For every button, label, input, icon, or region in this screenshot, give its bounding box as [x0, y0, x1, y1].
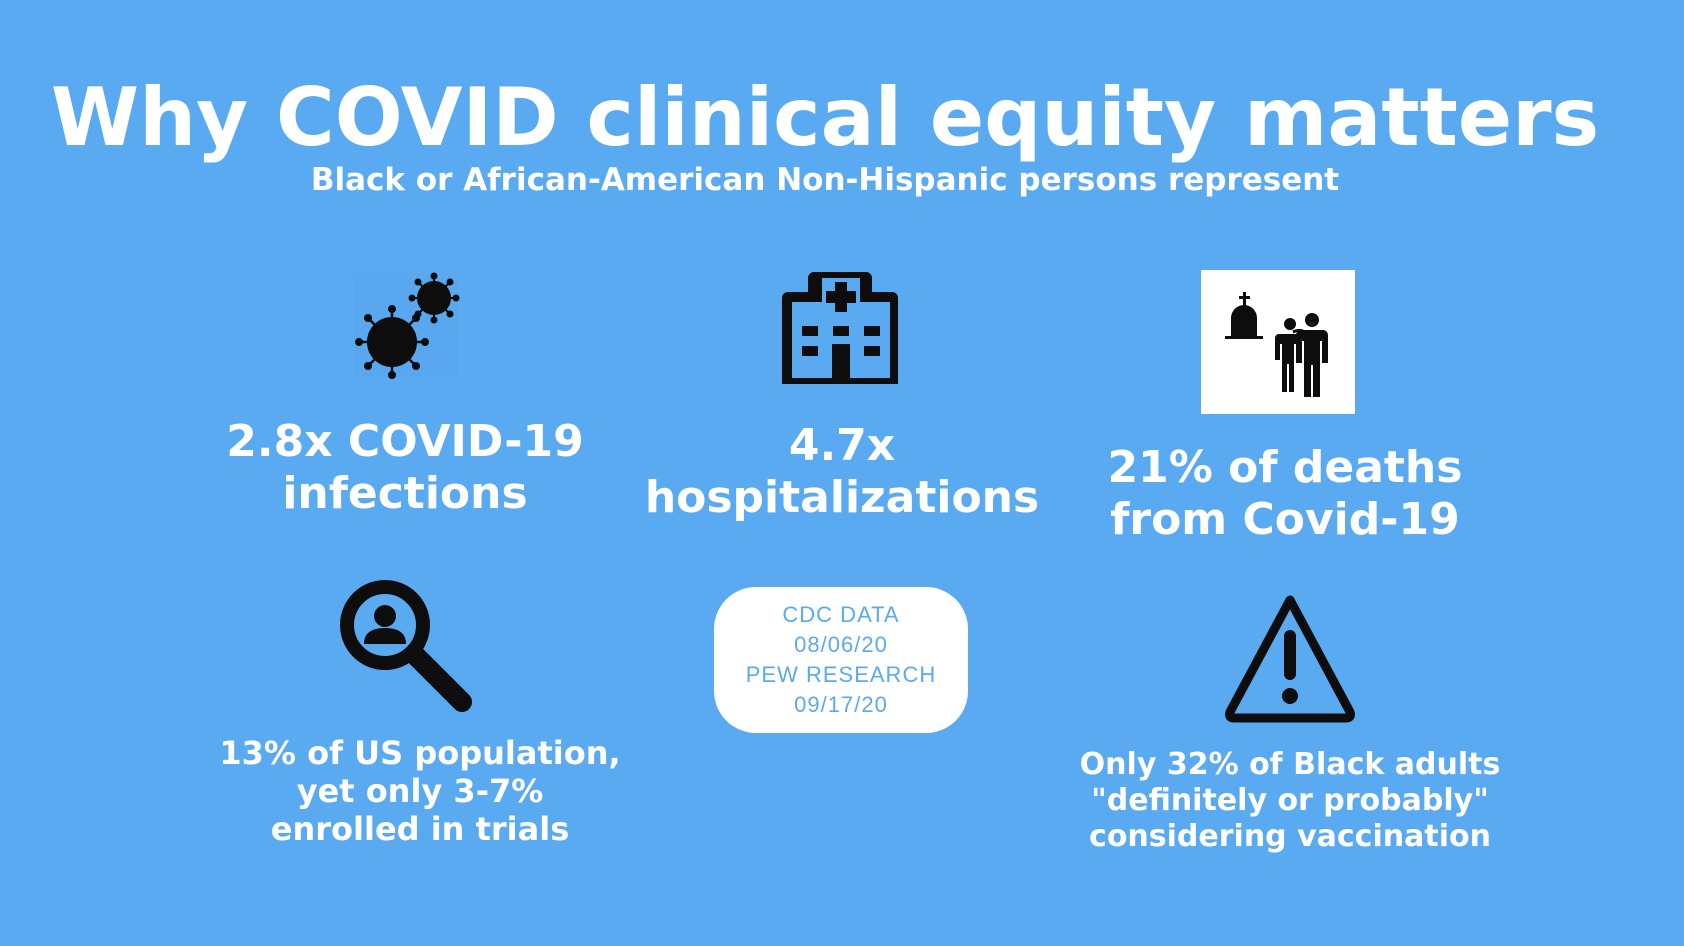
stat-infections: 2.8x COVID-19 infections	[205, 416, 605, 520]
stat-vaccination-line3: considering vaccination	[1089, 819, 1491, 854]
sources-box: CDC DATA 08/06/20 PEW RESEARCH 09/17/20	[714, 587, 968, 733]
stat-hospitalizations: 4.7x hospitalizations	[642, 420, 1042, 524]
virus-icon	[354, 272, 460, 379]
stat-infections-line2: infections	[282, 468, 528, 519]
stat-trials: 13% of US population, yet only 3-7% enro…	[200, 734, 640, 848]
source-line-1: CDC DATA	[782, 602, 900, 627]
grieving-family-icon	[1201, 270, 1355, 414]
stat-vaccination-line2: "definitely or probably"	[1091, 783, 1489, 818]
slide-title: Why COVID clinical equity matters	[50, 71, 1600, 164]
stat-deaths: 21% of deaths from Covid-19	[1085, 442, 1485, 546]
hospital-icon	[782, 272, 898, 384]
slide-subtitle: Black or African-American Non-Hispanic p…	[310, 162, 1340, 198]
stat-vaccination-line1: Only 32% of Black adults	[1079, 747, 1501, 782]
stat-infections-line1: 2.8x COVID-19	[226, 416, 584, 467]
person-search-icon	[340, 580, 472, 712]
stat-hospitalizations-line1: 4.7x	[788, 420, 896, 471]
source-line-2: 08/06/20	[794, 632, 888, 657]
source-line-3: PEW RESEARCH	[745, 662, 937, 687]
stat-hospitalizations-line2: hospitalizations	[644, 472, 1040, 523]
warning-icon	[1225, 595, 1355, 723]
stat-trials-line1: 13% of US population,	[219, 734, 621, 772]
stat-deaths-line2: from Covid-19	[1110, 494, 1460, 545]
stat-trials-line3: enrolled in trials	[270, 810, 570, 848]
source-line-4: 09/17/20	[794, 692, 888, 717]
stat-trials-line2: yet only 3-7%	[296, 772, 544, 810]
stat-deaths-line1: 21% of deaths	[1107, 442, 1463, 493]
stat-vaccination: Only 32% of Black adults "definitely or …	[1060, 747, 1520, 855]
